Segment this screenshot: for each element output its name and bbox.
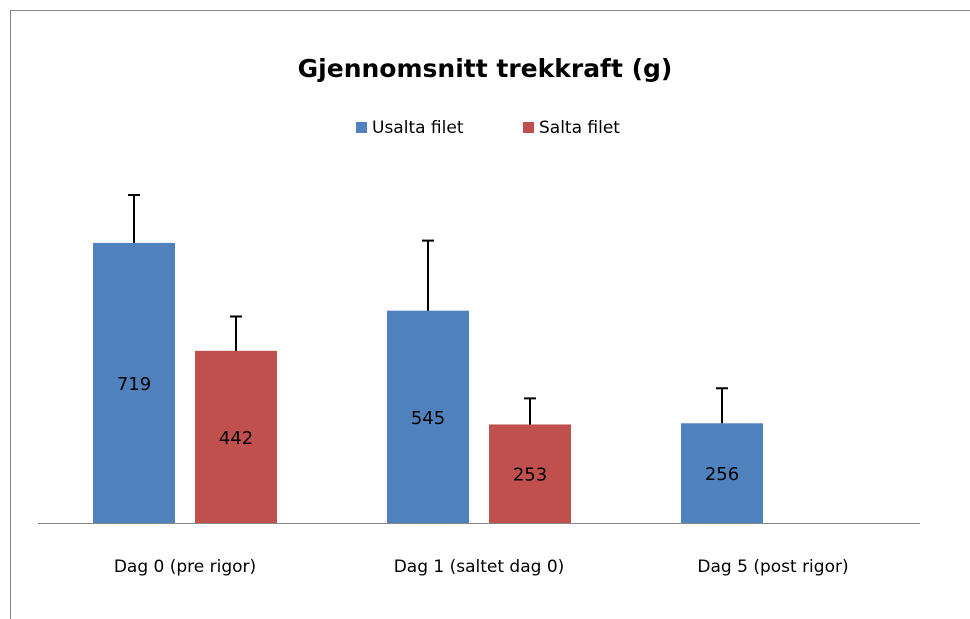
data-label: 545 (411, 408, 445, 429)
legend-label: Usalta filet (372, 118, 464, 138)
legend-swatch (356, 122, 367, 133)
bar (195, 350, 277, 523)
error-bar (230, 315, 242, 351)
bar (489, 424, 571, 523)
data-label: 442 (219, 428, 253, 449)
bar (387, 310, 469, 523)
error-bar (128, 194, 140, 243)
x-tick-label: Dag 5 (post rigor) (697, 557, 848, 577)
error-bar (716, 387, 728, 424)
x-tick-label: Dag 0 (pre rigor) (114, 557, 256, 577)
data-label: 253 (513, 465, 547, 486)
bar (93, 242, 175, 523)
error-bar (524, 397, 536, 425)
data-label: 719 (117, 374, 151, 395)
error-bar (422, 239, 434, 311)
chart-title: Gjennomsnitt trekkraft (g) (298, 54, 673, 83)
chart-frame (10, 10, 970, 619)
x-tick-label: Dag 1 (saltet dag 0) (394, 557, 565, 577)
legend-label: Salta filet (539, 118, 620, 138)
bar (681, 423, 763, 523)
data-label: 256 (705, 464, 739, 485)
legend-swatch (523, 122, 534, 133)
